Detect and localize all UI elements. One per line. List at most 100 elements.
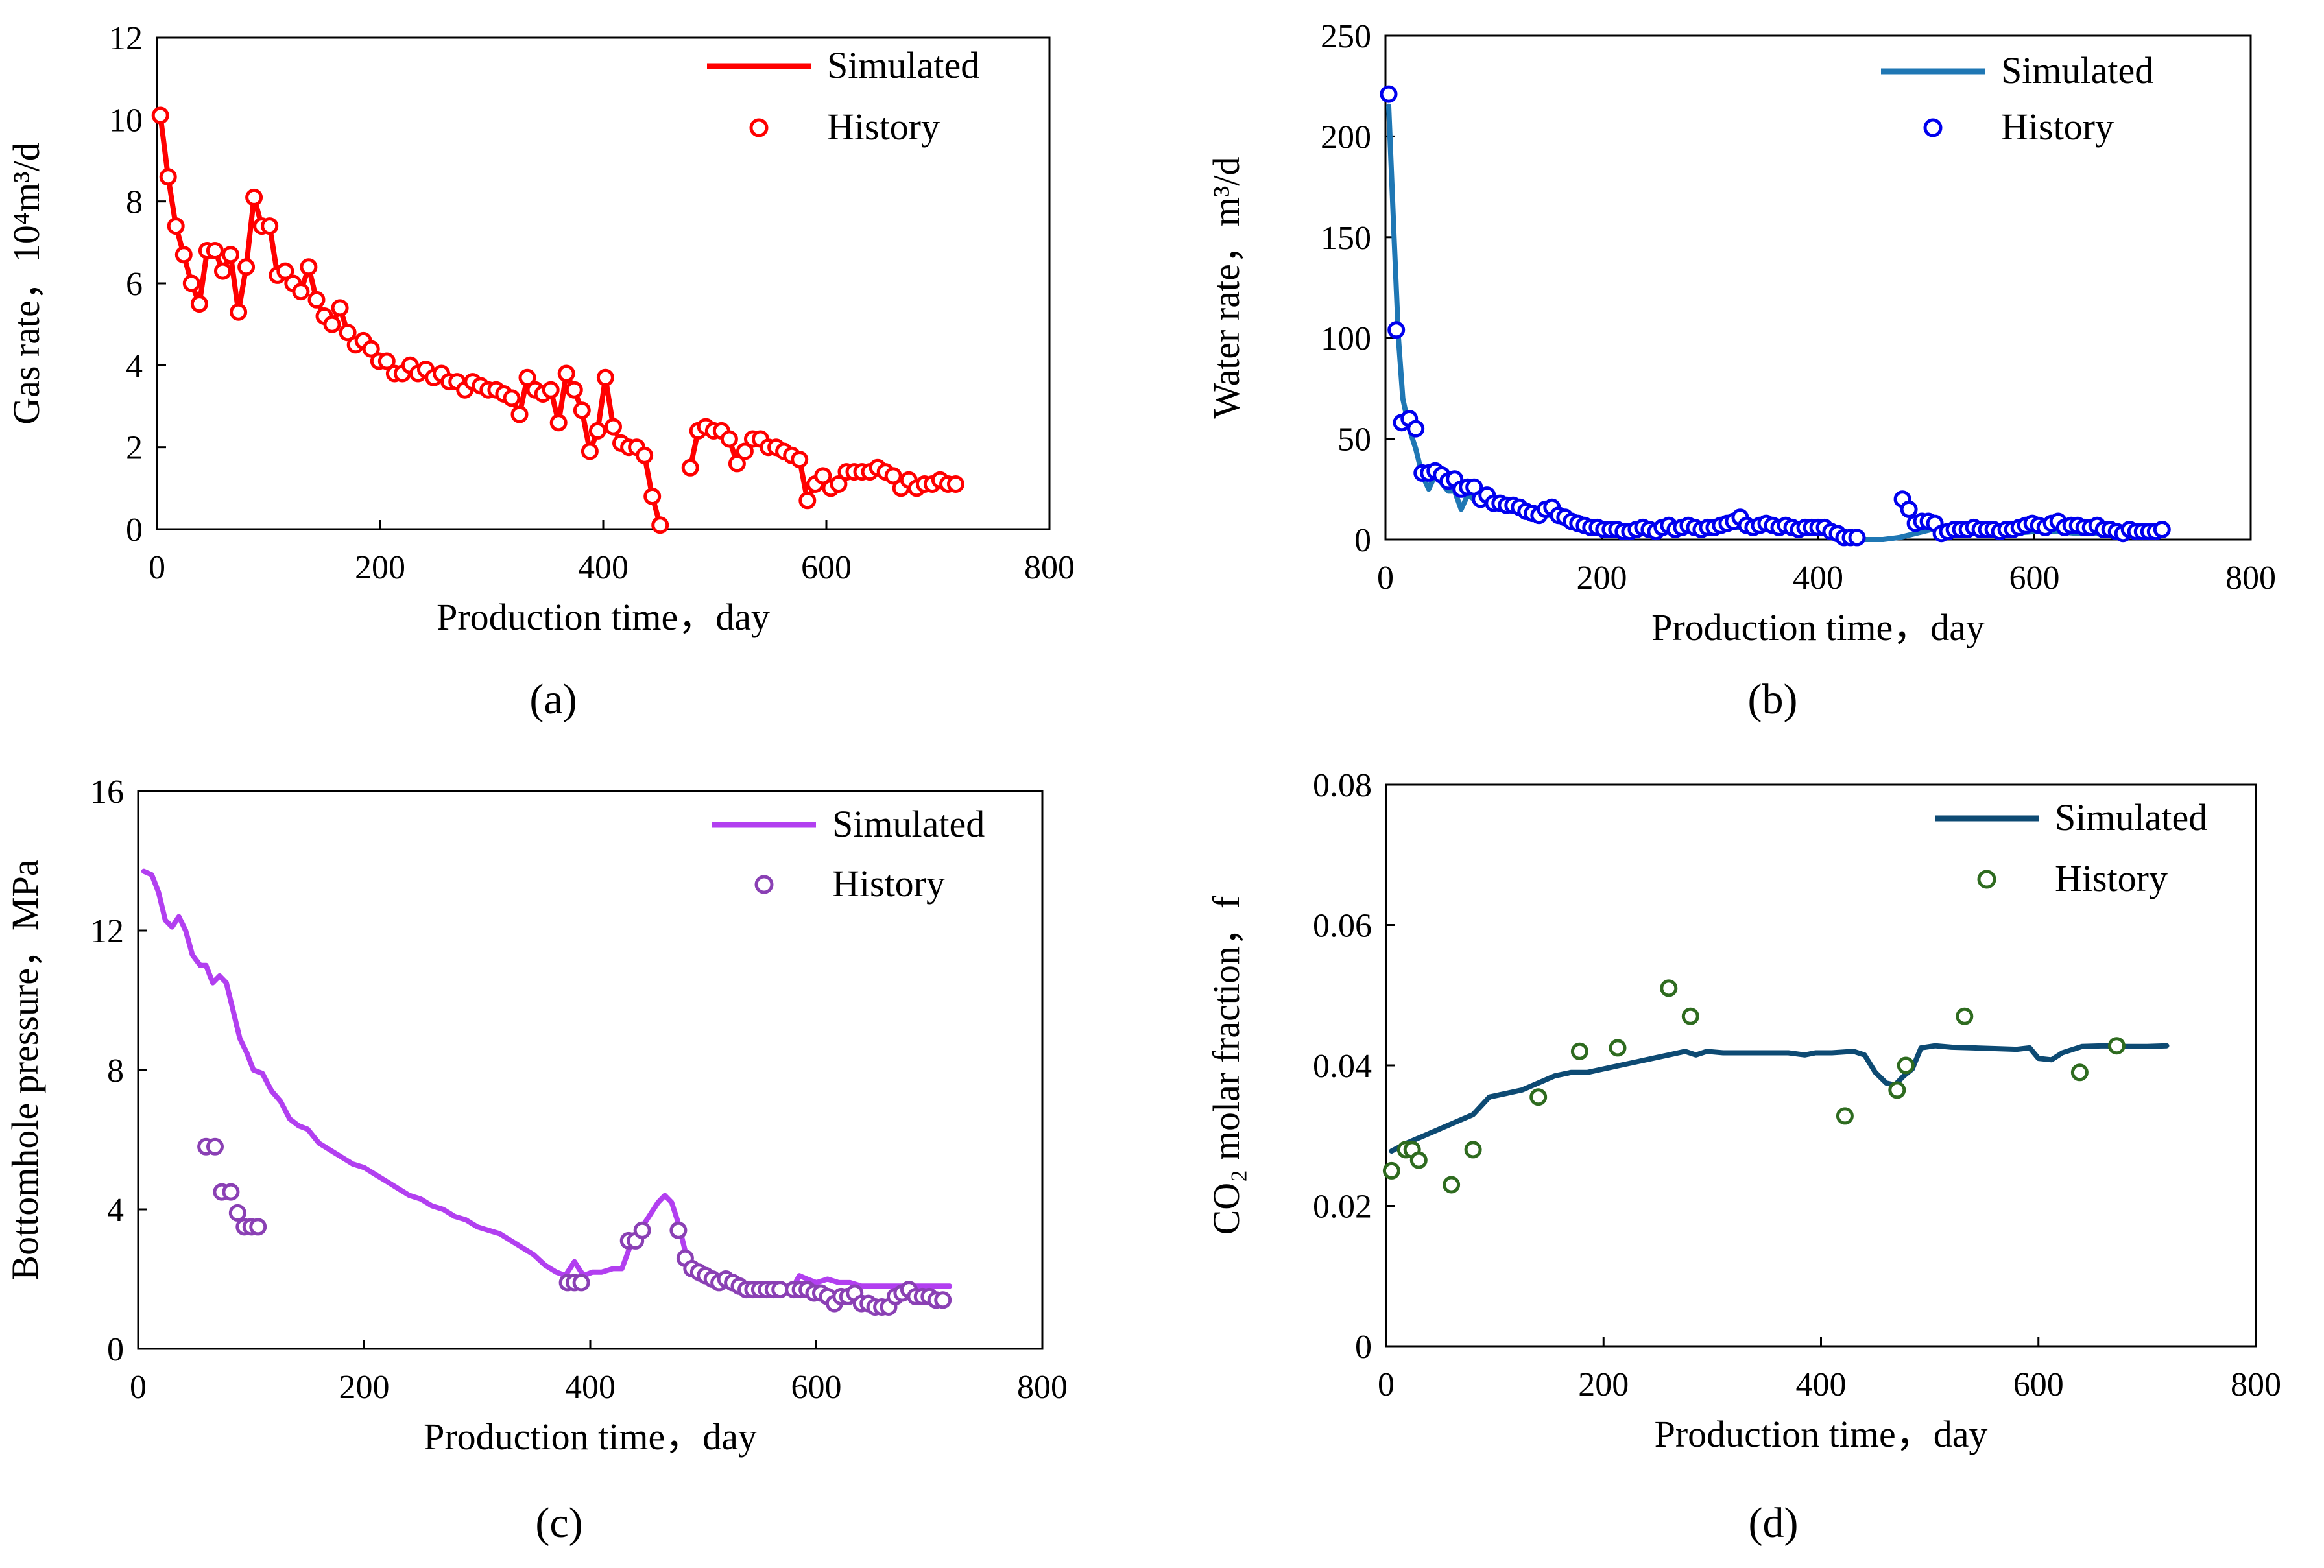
- legend-label: History: [2055, 857, 2168, 899]
- data-point: [830, 475, 848, 493]
- data-point: [596, 368, 614, 386]
- data-point: [1660, 979, 1678, 997]
- data-point: [1836, 1107, 1854, 1125]
- y-tick-label: 0: [1355, 1329, 1372, 1366]
- y-tick-label: 100: [1321, 320, 1371, 357]
- data-point: [331, 299, 349, 317]
- x-tick-label: 600: [2013, 1366, 2064, 1403]
- chart-panel-b: 0 200 400 600 800 0 50 100 150 200 250 Production t…: [1205, 18, 2276, 723]
- data-point: [1897, 1056, 1915, 1075]
- x-tick-label: 800: [1024, 549, 1075, 586]
- data-point: [2070, 1063, 2089, 1082]
- data-point: [728, 455, 746, 473]
- y-tick-label: 2: [126, 430, 143, 467]
- data-point: [669, 1221, 688, 1239]
- y-tick-label: 8: [107, 1052, 124, 1089]
- legend-label: Simulated: [2001, 49, 2153, 91]
- data-point: [292, 283, 310, 301]
- data-point: [565, 381, 583, 399]
- data-point: [228, 1204, 246, 1222]
- data-point: [1443, 1176, 1461, 1194]
- y-tick-label: 200: [1321, 119, 1371, 156]
- data-point: [542, 381, 560, 399]
- legend-label: Simulated: [2055, 796, 2207, 838]
- x-tick-label: 600: [2009, 560, 2060, 597]
- x-tick-label: 400: [565, 1369, 616, 1406]
- data-point: [1900, 500, 1918, 518]
- y-tick-label: 4: [126, 348, 143, 385]
- data-point: [222, 1183, 240, 1201]
- y-axis-label: Gas rate，10⁴m³/d: [5, 142, 47, 424]
- data-point: [377, 352, 396, 370]
- data-point: [643, 488, 662, 505]
- data-point: [261, 217, 279, 235]
- data-point: [323, 315, 341, 333]
- data-point: [206, 242, 224, 259]
- y-tick-label: 6: [126, 266, 143, 303]
- panel-label: (d): [1749, 1499, 1799, 1547]
- data-point: [581, 442, 599, 460]
- data-point: [573, 401, 591, 420]
- data-point: [814, 467, 832, 485]
- y-axis-label: CO₂ molar fraction，f: [1205, 896, 1247, 1235]
- data-point: [651, 516, 669, 534]
- data-point: [588, 422, 606, 440]
- y-tick-label: 0: [126, 512, 143, 549]
- chart-panel-a: 0 200 400 600 800 0 2 4 6 8 10 12 Production time，da…: [5, 20, 1075, 723]
- data-point: [510, 405, 529, 423]
- data-point: [174, 246, 193, 264]
- data-point: [237, 258, 256, 276]
- data-point: [884, 467, 902, 485]
- y-tick-label: 250: [1321, 18, 1371, 55]
- y-axis-label: Water rate，m³/d: [1205, 156, 1247, 418]
- y-tick-label: 150: [1321, 220, 1371, 257]
- data-point: [557, 364, 575, 383]
- data-point: [549, 414, 568, 432]
- data-point: [503, 389, 521, 407]
- series-line: [141, 868, 953, 1292]
- data-point: [362, 340, 380, 358]
- series-line: [1386, 103, 2165, 542]
- y-axis-label: Bottomhole pressure，MPa: [4, 859, 46, 1280]
- data-point: [1407, 420, 1425, 438]
- legend-marker-swatch: [1977, 870, 1996, 889]
- data-point: [605, 418, 622, 436]
- data-point: [2153, 521, 2171, 538]
- series-simulated: [141, 868, 953, 1292]
- series-history: [1380, 85, 2171, 547]
- series-line: [158, 113, 663, 528]
- legend-label: History: [832, 862, 945, 905]
- data-point: [206, 1137, 224, 1156]
- x-tick-label: 400: [1793, 560, 1843, 597]
- data-point: [1609, 1039, 1627, 1057]
- data-point: [249, 1218, 267, 1236]
- series-history: [197, 1137, 952, 1316]
- data-point: [1387, 321, 1406, 339]
- data-point: [276, 262, 294, 280]
- panel-label: (c): [535, 1499, 582, 1547]
- legend-label: History: [2001, 106, 2114, 148]
- data-point: [300, 258, 318, 276]
- data-point: [1570, 1042, 1588, 1060]
- y-tick-label: 16: [90, 774, 124, 811]
- y-tick-label: 12: [109, 20, 143, 57]
- x-tick-label: 800: [1017, 1369, 1068, 1406]
- x-tick-label: 0: [130, 1369, 147, 1406]
- series-simulated: [1386, 103, 2165, 542]
- data-point: [636, 446, 654, 464]
- x-axis-label: Production time，day: [424, 1416, 757, 1458]
- y-tick-label: 4: [107, 1192, 124, 1229]
- series-history: [1382, 979, 2126, 1194]
- data-point: [339, 324, 357, 342]
- x-tick-label: 200: [355, 549, 405, 586]
- data-point: [182, 274, 200, 292]
- data-point: [2107, 1037, 2126, 1055]
- series-simulated: [158, 113, 959, 528]
- x-tick-label: 400: [1796, 1366, 1847, 1403]
- data-point: [681, 458, 699, 477]
- y-tick-label: 0.06: [1313, 908, 1372, 945]
- legend: Simulated History: [1881, 49, 2153, 148]
- data-point: [572, 1274, 590, 1292]
- data-point: [798, 492, 817, 510]
